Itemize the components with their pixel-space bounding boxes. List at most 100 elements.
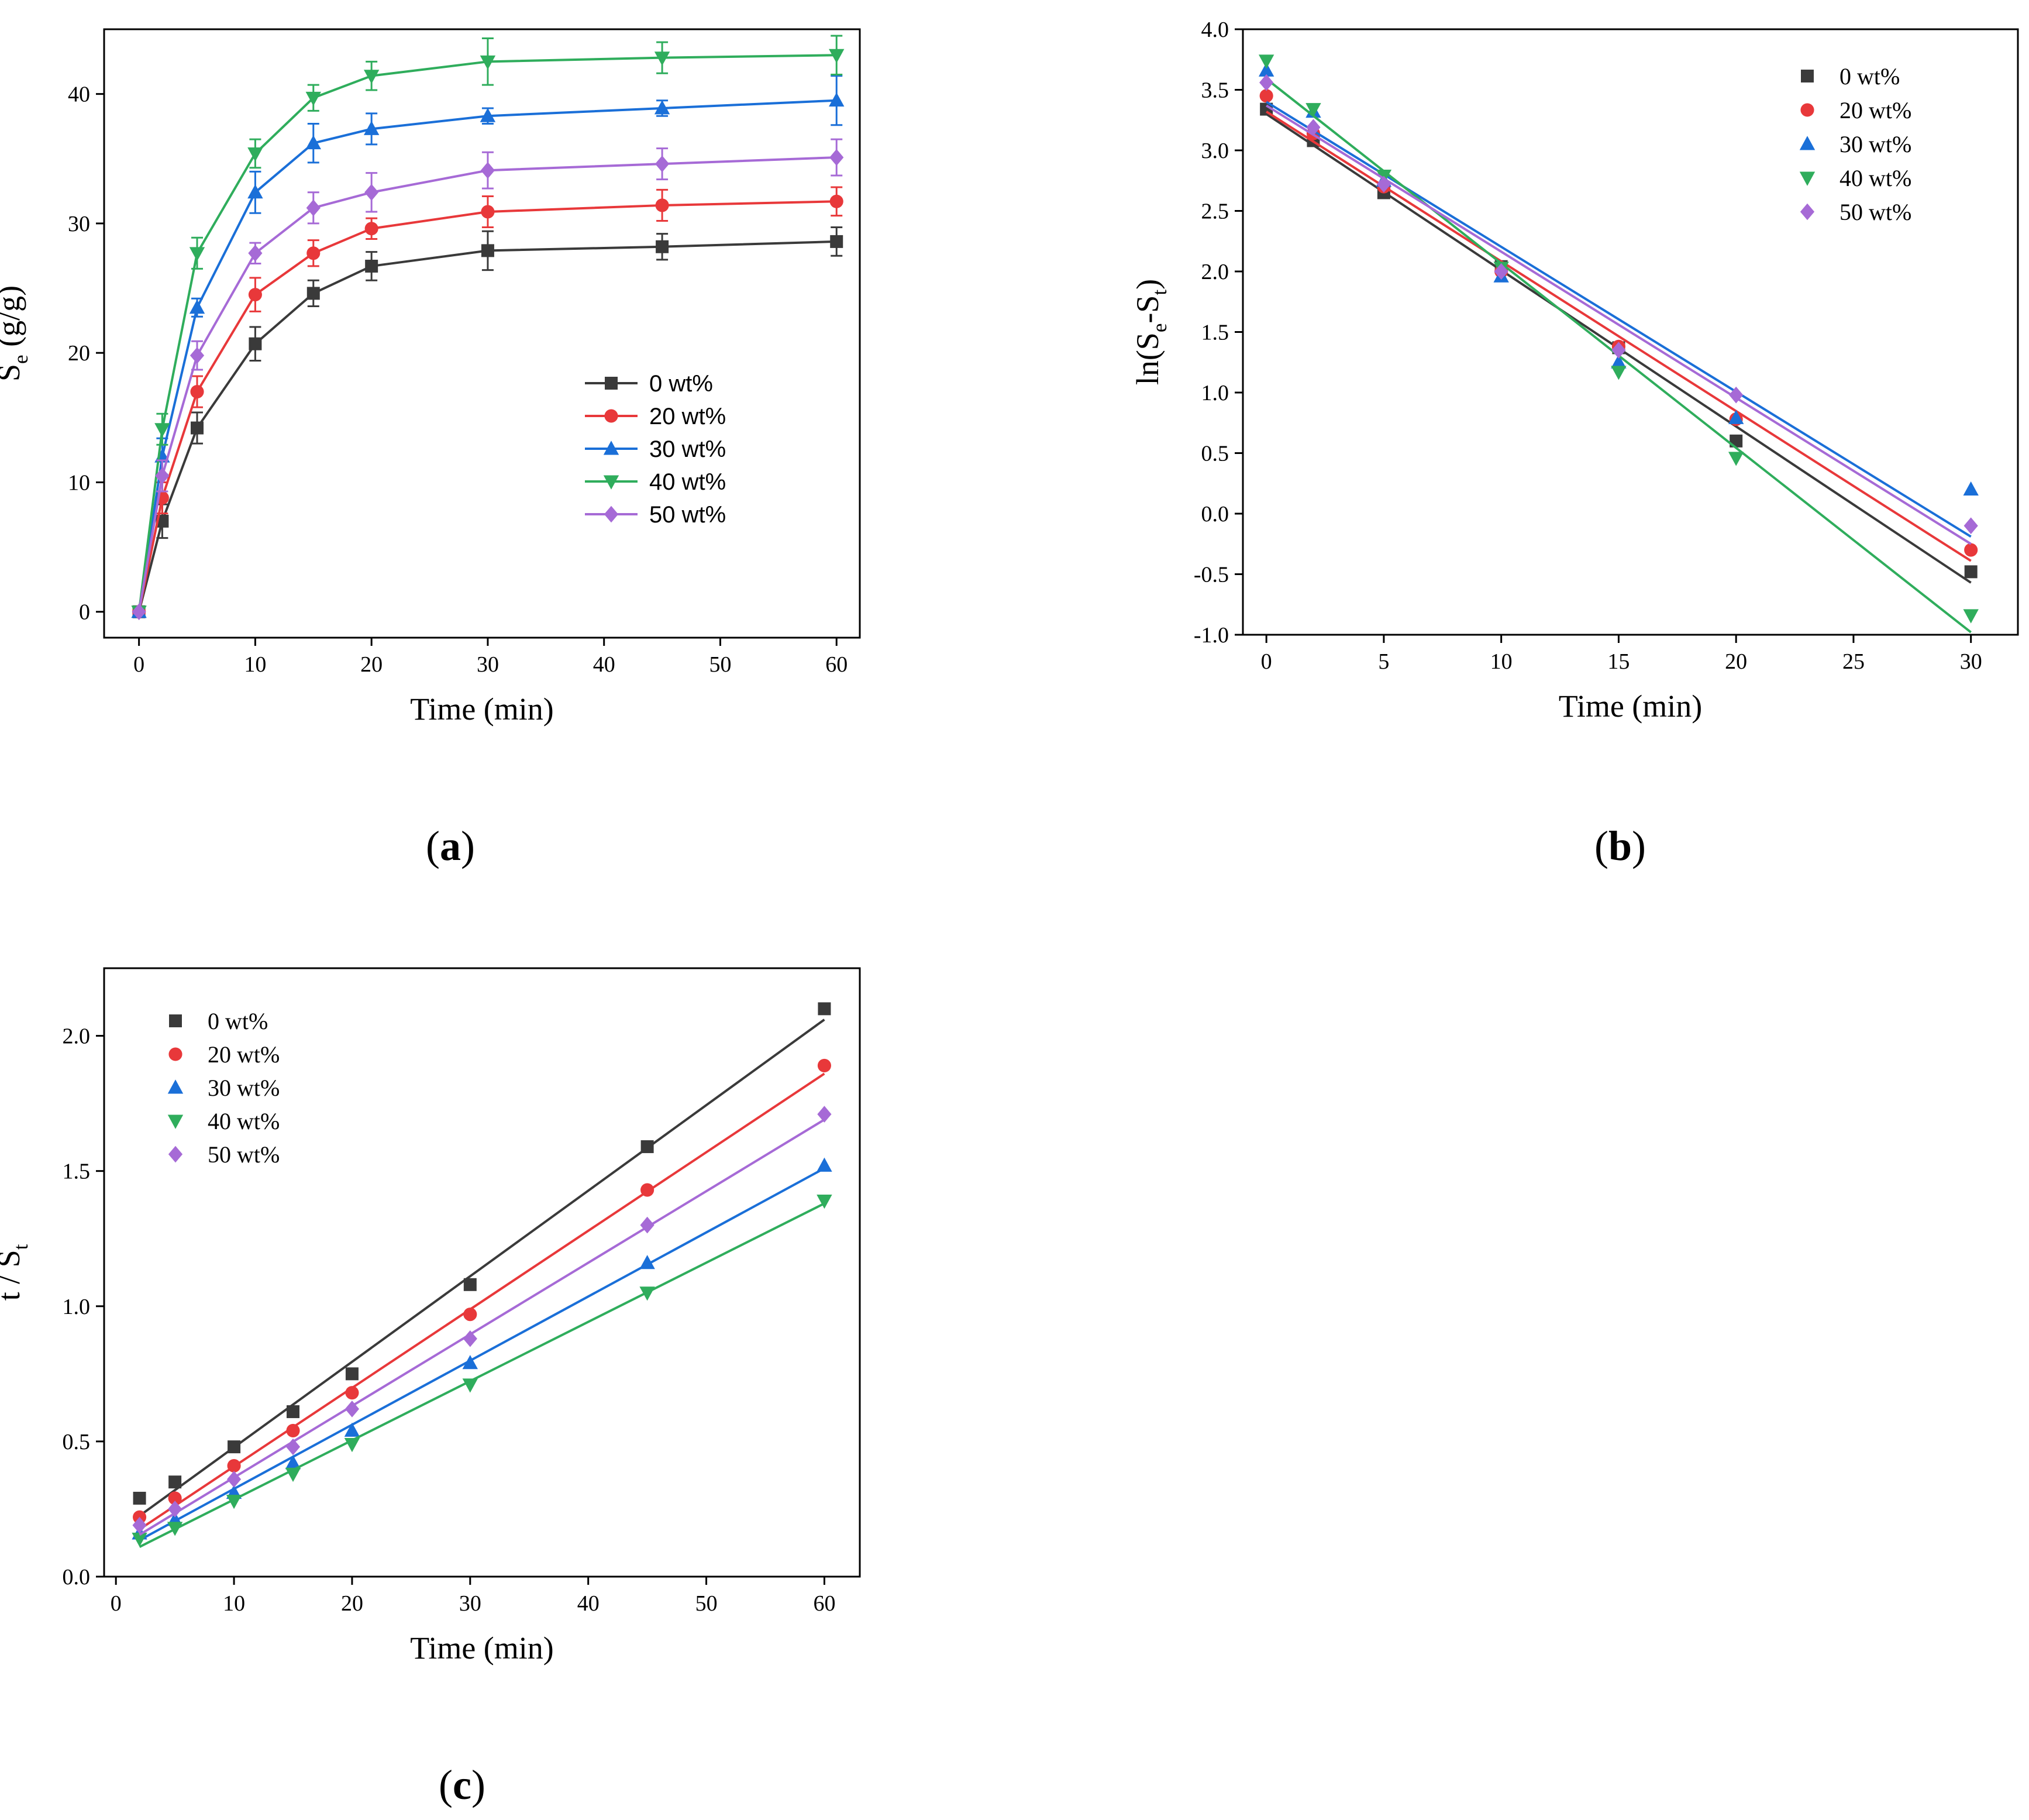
- data-point: [189, 299, 205, 314]
- data-point: [1963, 481, 1979, 496]
- y-tick-label: 20: [68, 341, 90, 366]
- y-tick-label: 1.5: [63, 1160, 91, 1184]
- data-point: [817, 1058, 831, 1072]
- legend-marker: [1800, 203, 1815, 221]
- y-tick-label: 0.0: [63, 1565, 91, 1590]
- data-point: [829, 194, 843, 208]
- data-point: [286, 1423, 300, 1437]
- data-point: [1376, 176, 1391, 193]
- y-tick-label: 1.0: [63, 1295, 91, 1319]
- y-tick-label: 0.5: [63, 1430, 91, 1454]
- data-point: [817, 1157, 832, 1172]
- data-point: [306, 287, 320, 300]
- legend-entry-0-wt: 0 wt%: [585, 371, 713, 397]
- data-point: [654, 51, 670, 66]
- data-point: [363, 121, 380, 135]
- data-point: [249, 337, 262, 350]
- data-point: [227, 1458, 241, 1473]
- legend-entry-30-wt: 30 wt%: [585, 436, 726, 462]
- x-tick-label: 0: [133, 652, 144, 677]
- fit-line: [139, 1072, 825, 1530]
- series-40-wt: [132, 1195, 832, 1548]
- legend-label: 50 wt%: [208, 1141, 280, 1168]
- y-tick-label: -0.5: [1194, 563, 1229, 587]
- data-point: [168, 1501, 182, 1518]
- data-point: [305, 91, 321, 106]
- legend-marker: [604, 505, 619, 523]
- data-point: [829, 49, 845, 64]
- legend-label: 20 wt%: [208, 1041, 280, 1068]
- data-point: [345, 1386, 359, 1400]
- chart-panel-a: 0 10 20 30 40 50 60 0 10 20 30 40 Time (min) Se​ (g/g…: [0, 28, 861, 727]
- series-0-wt: [133, 1002, 831, 1517]
- data-point: [285, 1455, 301, 1470]
- data-point: [1728, 410, 1744, 424]
- legend-entry-40-wt: 40 wt%: [585, 469, 726, 495]
- data-point: [654, 155, 670, 173]
- legend-entry-0-wt: 0 wt%: [1801, 63, 1900, 90]
- x-tick-label: 20: [360, 652, 383, 677]
- plot-frame: [103, 28, 861, 639]
- series-50-wt: [132, 1106, 832, 1536]
- x-tick-label: 10: [223, 1591, 245, 1616]
- data-point: [167, 1522, 183, 1536]
- y-tick-label: 3.5: [1201, 78, 1229, 103]
- x-tick-label: 25: [1842, 649, 1865, 674]
- data-point: [656, 240, 669, 253]
- data-point: [1964, 565, 1978, 579]
- data-point: [462, 1378, 478, 1393]
- legend-label: 50 wt%: [1839, 199, 1911, 225]
- data-point: [639, 1286, 655, 1301]
- x-axis-label: Time (min): [1559, 689, 1703, 724]
- data-point: [345, 1401, 360, 1418]
- legend-marker: [603, 441, 619, 455]
- data-point: [1305, 103, 1321, 118]
- y-tick-label: 40: [68, 82, 90, 107]
- legend-label: 50 wt%: [649, 502, 726, 528]
- x-tick-label: 20: [1725, 649, 1747, 674]
- data-point: [481, 244, 494, 257]
- legend-entry-30-wt: 30 wt%: [1799, 131, 1911, 157]
- data-point: [480, 55, 496, 70]
- data-point: [228, 1440, 241, 1454]
- legend-label: 40 wt%: [1839, 165, 1911, 191]
- legend-label: 30 wt%: [208, 1075, 280, 1101]
- data-point: [364, 184, 379, 201]
- data-point: [480, 108, 496, 122]
- data-point: [226, 1495, 242, 1509]
- fit-line: [139, 1119, 825, 1536]
- x-tick-label: 30: [477, 652, 499, 677]
- x-tick-label: 60: [813, 1591, 835, 1616]
- data-point: [463, 1308, 477, 1322]
- legend-marker: [1799, 171, 1816, 186]
- fit-line: [139, 1167, 825, 1542]
- data-point: [189, 247, 205, 262]
- legend-marker: [169, 1014, 182, 1027]
- legend-entry-0-wt: 0 wt%: [169, 1008, 268, 1034]
- data-point: [190, 347, 205, 364]
- legend-marker: [167, 1079, 184, 1094]
- data-point: [168, 1475, 182, 1489]
- x-tick-label: 20: [341, 1591, 363, 1616]
- chart-panel-b: 0 5 10 15 20 25 30 -1.0 -0.5 0.0 0.5 1.0 1.5 2.0 2.5 3.…: [1130, 18, 2019, 724]
- y-tick-label: 1.5: [1201, 321, 1229, 345]
- data-point: [639, 1255, 655, 1269]
- x-tick-label: 50: [695, 1591, 718, 1616]
- legend-entry-50-wt: 50 wt%: [1800, 199, 1911, 225]
- legend-entry-30-wt: 30 wt%: [167, 1075, 280, 1101]
- data-point: [1611, 354, 1627, 369]
- y-tick-label: 0: [79, 600, 90, 625]
- plot-frame: [103, 967, 861, 1578]
- y-tick-label: 2.5: [1201, 199, 1229, 224]
- panel-label-c: (c): [439, 1761, 485, 1808]
- x-tick-label: 30: [1960, 649, 1982, 674]
- data-point: [285, 1467, 301, 1482]
- legend-label: 0 wt%: [649, 371, 713, 397]
- data-point: [462, 1355, 478, 1370]
- x-tick-label: 10: [244, 652, 266, 677]
- data-point: [365, 259, 378, 273]
- legend-entry-50-wt: 50 wt%: [585, 502, 726, 528]
- legend-label: 30 wt%: [649, 436, 726, 462]
- y-axis-label: Se​ (g/g): [0, 285, 32, 381]
